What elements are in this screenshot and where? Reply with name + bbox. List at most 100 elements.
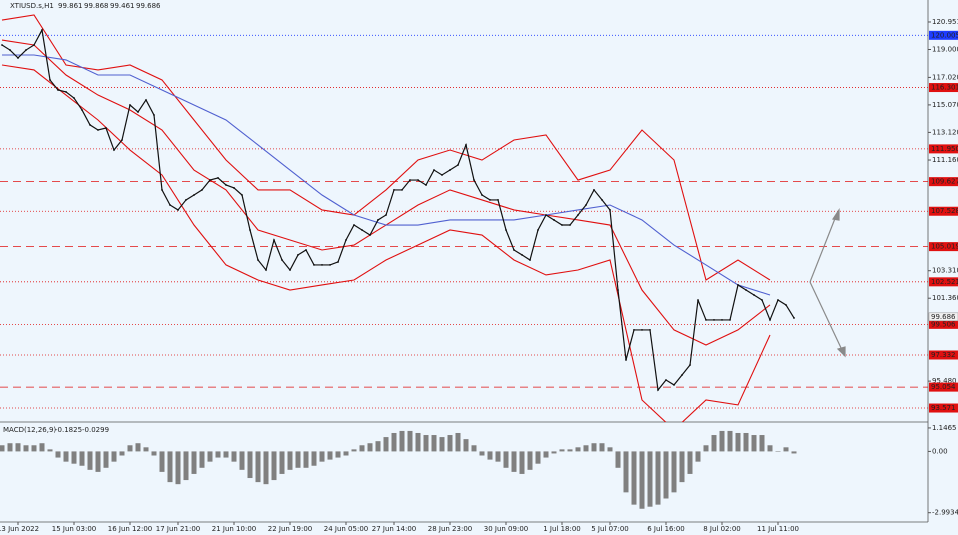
macd-bar [527, 451, 533, 470]
close-point [705, 319, 707, 321]
macd-bar [135, 443, 141, 452]
level-label-bg [929, 277, 958, 287]
close-point [273, 239, 275, 241]
level-label-bg [929, 144, 958, 154]
level-label-bg [929, 83, 958, 93]
close-point [1, 44, 3, 46]
macd-bar [439, 437, 445, 452]
y-tick-label: 119.000 [932, 45, 958, 53]
macd-bar [679, 451, 685, 483]
x-tick-label: 16 Jun 12:00 [108, 525, 152, 533]
macd-bar [95, 451, 101, 472]
macd-bar [471, 445, 477, 452]
close-point [473, 179, 475, 181]
close-point [657, 389, 659, 391]
close-point [497, 199, 499, 201]
close-point [9, 49, 11, 51]
macd-bar [663, 451, 669, 499]
close-point [441, 174, 443, 176]
macd-bar [503, 451, 509, 468]
macd-bar [15, 443, 21, 452]
close-point [513, 249, 515, 251]
level-label: 102.521 [931, 278, 958, 286]
macd-bar [623, 451, 629, 493]
macd-bar [159, 451, 165, 472]
close-point [577, 214, 579, 216]
macd-bar [311, 451, 317, 466]
macd-bar [39, 443, 45, 452]
close-point [313, 264, 315, 266]
scenario-arrows [809, 208, 846, 358]
close-point [401, 189, 403, 191]
macd-bar [295, 451, 301, 468]
close-point [409, 179, 411, 181]
macd-bar [783, 447, 789, 452]
close-point [609, 209, 611, 211]
close-point [225, 184, 227, 186]
close-point [105, 127, 107, 129]
x-tick-label: 8 Jul 02:00 [703, 525, 741, 533]
macd-bar [639, 451, 645, 509]
macd-bar [791, 451, 797, 454]
close-point [641, 329, 643, 331]
close-point [585, 204, 587, 206]
close-point [241, 194, 243, 196]
macd-bar [599, 443, 605, 452]
level-label-bg [929, 206, 958, 216]
close-point [297, 254, 299, 256]
x-tick-label: 30 Jun 09:00 [484, 525, 528, 533]
close-point [737, 284, 739, 286]
macd-bar [375, 441, 381, 452]
close-point [745, 289, 747, 291]
macd-bar [415, 432, 421, 452]
price-line [1, 28, 795, 392]
close-point [753, 294, 755, 296]
macd-bar [383, 437, 389, 452]
close-point [593, 189, 595, 191]
close-point [217, 177, 219, 179]
macd-bar [511, 451, 517, 472]
macd-bar [607, 447, 613, 452]
macd-y-tick-label: -2.9934 [932, 509, 958, 517]
level-label: 109.627 [931, 178, 958, 186]
level-label: 107.528 [931, 207, 958, 215]
macd-bar [759, 435, 765, 452]
close-point [689, 364, 691, 366]
macd-bar [199, 451, 205, 468]
macd-bar [79, 451, 85, 466]
close-point [193, 194, 195, 196]
x-tick-label: 1 Jul 18:00 [543, 525, 581, 533]
macd-bar [143, 447, 149, 452]
macd-bar [543, 451, 549, 458]
macd-bar [551, 451, 557, 454]
macd-bar [127, 445, 133, 452]
close-point [233, 187, 235, 189]
close-point [337, 261, 339, 263]
close-point [265, 269, 267, 271]
close-point [305, 249, 307, 251]
x-tick-label: 24 Jun 05:00 [324, 525, 368, 533]
macd-bar [207, 451, 213, 462]
macd-bar [351, 449, 357, 452]
macd-bar [287, 451, 293, 470]
close-point [249, 229, 251, 231]
macd-bar [103, 451, 109, 468]
bb-upper [1, 14, 771, 281]
y-tick-label: 111.160 [932, 156, 958, 164]
close-point [89, 124, 91, 126]
close-point [721, 319, 723, 321]
last-price-label: 99.686 [931, 313, 956, 321]
macd-bar [367, 443, 373, 452]
close-point [25, 49, 27, 51]
close-point [153, 114, 155, 116]
y-tick-label: 95.480 [932, 377, 957, 385]
macd-bar [215, 451, 221, 458]
ohlc-value: 99.861 [58, 2, 83, 10]
macd-reading: -0.0299 [82, 426, 109, 434]
macd-bar [727, 430, 733, 452]
close-point [377, 219, 379, 221]
macd-bar [71, 451, 77, 464]
macd-title: MACD(12,26,9) [3, 426, 56, 434]
close-point [521, 254, 523, 256]
